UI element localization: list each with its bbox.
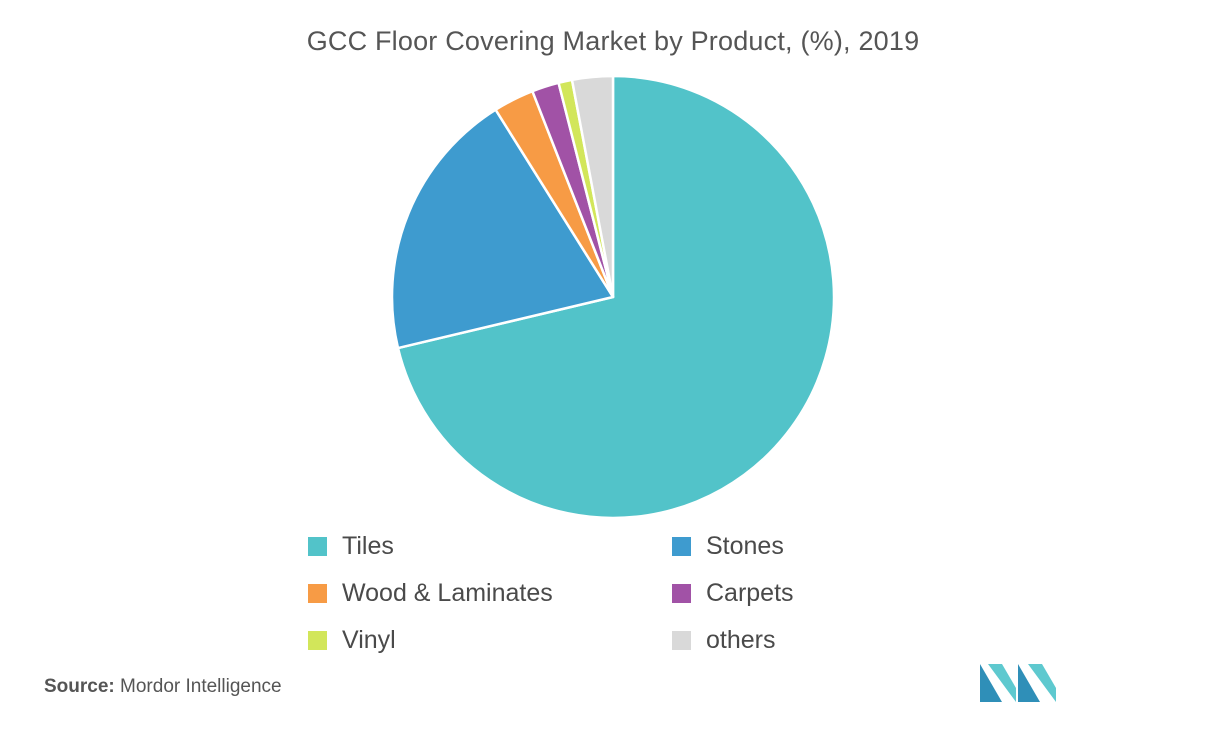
legend-swatch — [308, 631, 327, 650]
legend-item-carpets: Carpets — [672, 579, 868, 608]
legend-item-others: others — [672, 626, 868, 655]
legend-label: Wood & Laminates — [342, 579, 553, 607]
legend-item-vinyl: Vinyl — [308, 626, 672, 655]
pie-slice-stones — [390, 108, 615, 350]
legend-swatch — [308, 537, 327, 556]
legend-swatch — [308, 584, 327, 603]
legend-label: Stones — [706, 532, 784, 560]
logo-shape-left — [980, 664, 1002, 702]
legend-swatch — [672, 537, 691, 556]
source-note: Source: Mordor Intelligence — [44, 676, 282, 698]
legend-item-stones: Stones — [672, 532, 868, 561]
mordor-intelligence-logo-icon — [980, 664, 1056, 702]
legend-item-tiles: Tiles — [308, 532, 672, 561]
legend-label: others — [706, 626, 776, 654]
source-value: Mordor Intelligence — [120, 676, 282, 697]
legend-swatch — [672, 584, 691, 603]
logo-shape-mid-left — [988, 664, 1016, 702]
legend-label: Carpets — [706, 579, 794, 607]
source-key: Source: — [44, 676, 115, 697]
legend-label: Tiles — [342, 532, 394, 560]
logo-shape-mid-right — [1018, 664, 1040, 702]
legend-item-wood-laminates: Wood & Laminates — [308, 579, 672, 608]
pie-slice-tiles — [396, 74, 836, 520]
logo-shape-right — [1028, 664, 1056, 702]
chart-legend: Tiles Stones Wood & Laminates Carpets Vi… — [308, 532, 868, 655]
legend-swatch — [672, 631, 691, 650]
pie-slice-others — [570, 74, 615, 299]
legend-label: Vinyl — [342, 626, 396, 654]
chart-title: GCC Floor Covering Market by Product, (%… — [306, 26, 920, 56]
